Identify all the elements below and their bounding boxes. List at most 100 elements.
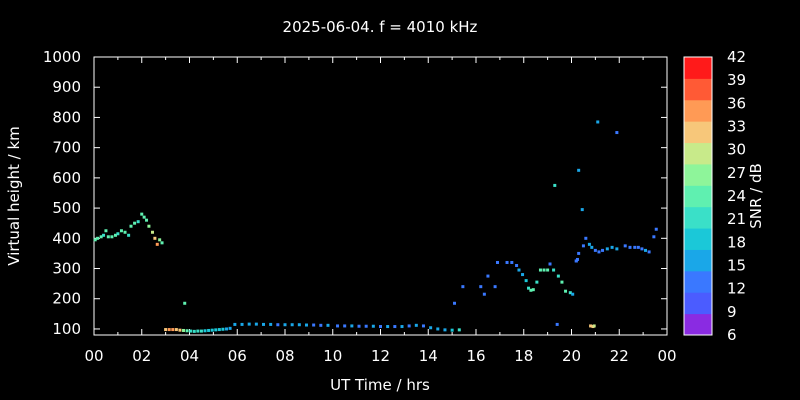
colorbar-tick-label: 18 [727, 233, 746, 251]
x-axis: 00 02 04 06 08 10 12 14 16 18 20 22 00 [84, 57, 677, 365]
data-point [110, 235, 114, 239]
data-point [304, 323, 308, 327]
data-point [615, 247, 619, 251]
colorbar-tick-label: 36 [727, 94, 746, 112]
colorbar-band [684, 249, 712, 272]
data-point [147, 224, 151, 228]
data-point [640, 247, 644, 251]
y-tick-label: 600 [52, 169, 81, 187]
data-point [133, 221, 137, 225]
data-point [407, 324, 411, 328]
colorbar-tick-label: 39 [727, 71, 746, 89]
colorbar-tick-label: 27 [727, 164, 746, 182]
y-tick-label: 100 [52, 320, 81, 338]
y-axis: 100 200 300 400 500 600 700 800 900 1000 [43, 48, 667, 338]
data-point [510, 260, 514, 264]
data-point [326, 323, 330, 327]
chart-title: 2025-06-04. f = 4010 kHz [283, 18, 478, 36]
data-point [199, 329, 203, 333]
data-point [556, 274, 560, 278]
data-point [167, 328, 171, 332]
data-point [319, 323, 323, 327]
data-point [443, 328, 447, 332]
data-point [610, 245, 614, 249]
data-point [615, 131, 619, 135]
data-point [192, 329, 196, 333]
colorbar-band [684, 292, 712, 315]
data-point [577, 251, 581, 255]
data-point [297, 323, 301, 327]
colorbar-band [684, 121, 712, 144]
data-point [276, 323, 280, 327]
data-point [495, 260, 499, 264]
data-point [393, 325, 397, 329]
colorbar-band [684, 185, 712, 208]
data-point [102, 233, 106, 237]
y-tick-label: 1000 [43, 48, 81, 66]
x-tick-label: 08 [275, 347, 294, 365]
data-point [312, 323, 316, 327]
colorbar-band [684, 206, 712, 229]
colorbar-tick-label: 24 [727, 187, 746, 205]
data-point [174, 328, 178, 332]
data-point [400, 325, 404, 329]
data-point [171, 328, 175, 332]
data-point [457, 328, 461, 332]
snr-colorbar: 6 9 12 15 18 21 24 27 30 33 36 39 42 [683, 48, 746, 344]
x-tick-label: 04 [180, 347, 199, 365]
colorbar-label: SNR / dB [747, 163, 765, 229]
data-point [221, 327, 225, 331]
data-point [343, 324, 347, 328]
data-point [99, 235, 103, 239]
data-point [623, 244, 627, 248]
data-point [203, 329, 207, 333]
data-point [633, 245, 637, 249]
data-point [386, 325, 390, 329]
data-point [233, 322, 237, 326]
colorbar-band [684, 99, 712, 122]
data-point [553, 183, 557, 187]
data-point [450, 328, 454, 332]
x-tick-label: 12 [371, 347, 390, 365]
data-point [290, 323, 294, 327]
data-point [589, 324, 593, 328]
data-point [542, 268, 546, 272]
data-point [196, 329, 200, 333]
data-point [493, 285, 497, 289]
data-point [164, 328, 168, 332]
data-point [482, 292, 486, 296]
data-point [183, 301, 187, 305]
data-point [207, 328, 211, 332]
data-point [575, 257, 579, 261]
colorbar-tick-label: 9 [727, 303, 737, 321]
data-point [571, 292, 575, 296]
colorbar-band [684, 228, 712, 250]
data-point [269, 322, 273, 326]
data-point [182, 328, 186, 332]
data-point [538, 268, 542, 272]
data-point [228, 326, 232, 330]
colorbar-tick-label: 6 [727, 326, 737, 344]
data-point [515, 264, 519, 267]
data-point [421, 324, 425, 328]
data-point [461, 285, 465, 289]
data-point [116, 232, 120, 236]
x-tick-label: 14 [419, 347, 438, 365]
plot-area-border [93, 56, 668, 336]
data-point [155, 242, 159, 246]
colorbar-tick-label: 12 [727, 280, 746, 298]
colorbar-border [683, 56, 713, 336]
data-point [350, 324, 354, 328]
y-tick-label: 200 [52, 290, 81, 308]
data-point [129, 224, 133, 228]
data-point [178, 328, 182, 332]
data-point [597, 250, 601, 254]
data-point [552, 268, 556, 272]
data-point [247, 322, 251, 326]
data-point [601, 248, 605, 252]
data-point [580, 208, 584, 212]
y-axis-label: Virtual height / km [5, 126, 23, 265]
data-point [240, 322, 244, 326]
x-tick-label: 16 [466, 347, 485, 365]
colorbar-band [684, 163, 712, 186]
